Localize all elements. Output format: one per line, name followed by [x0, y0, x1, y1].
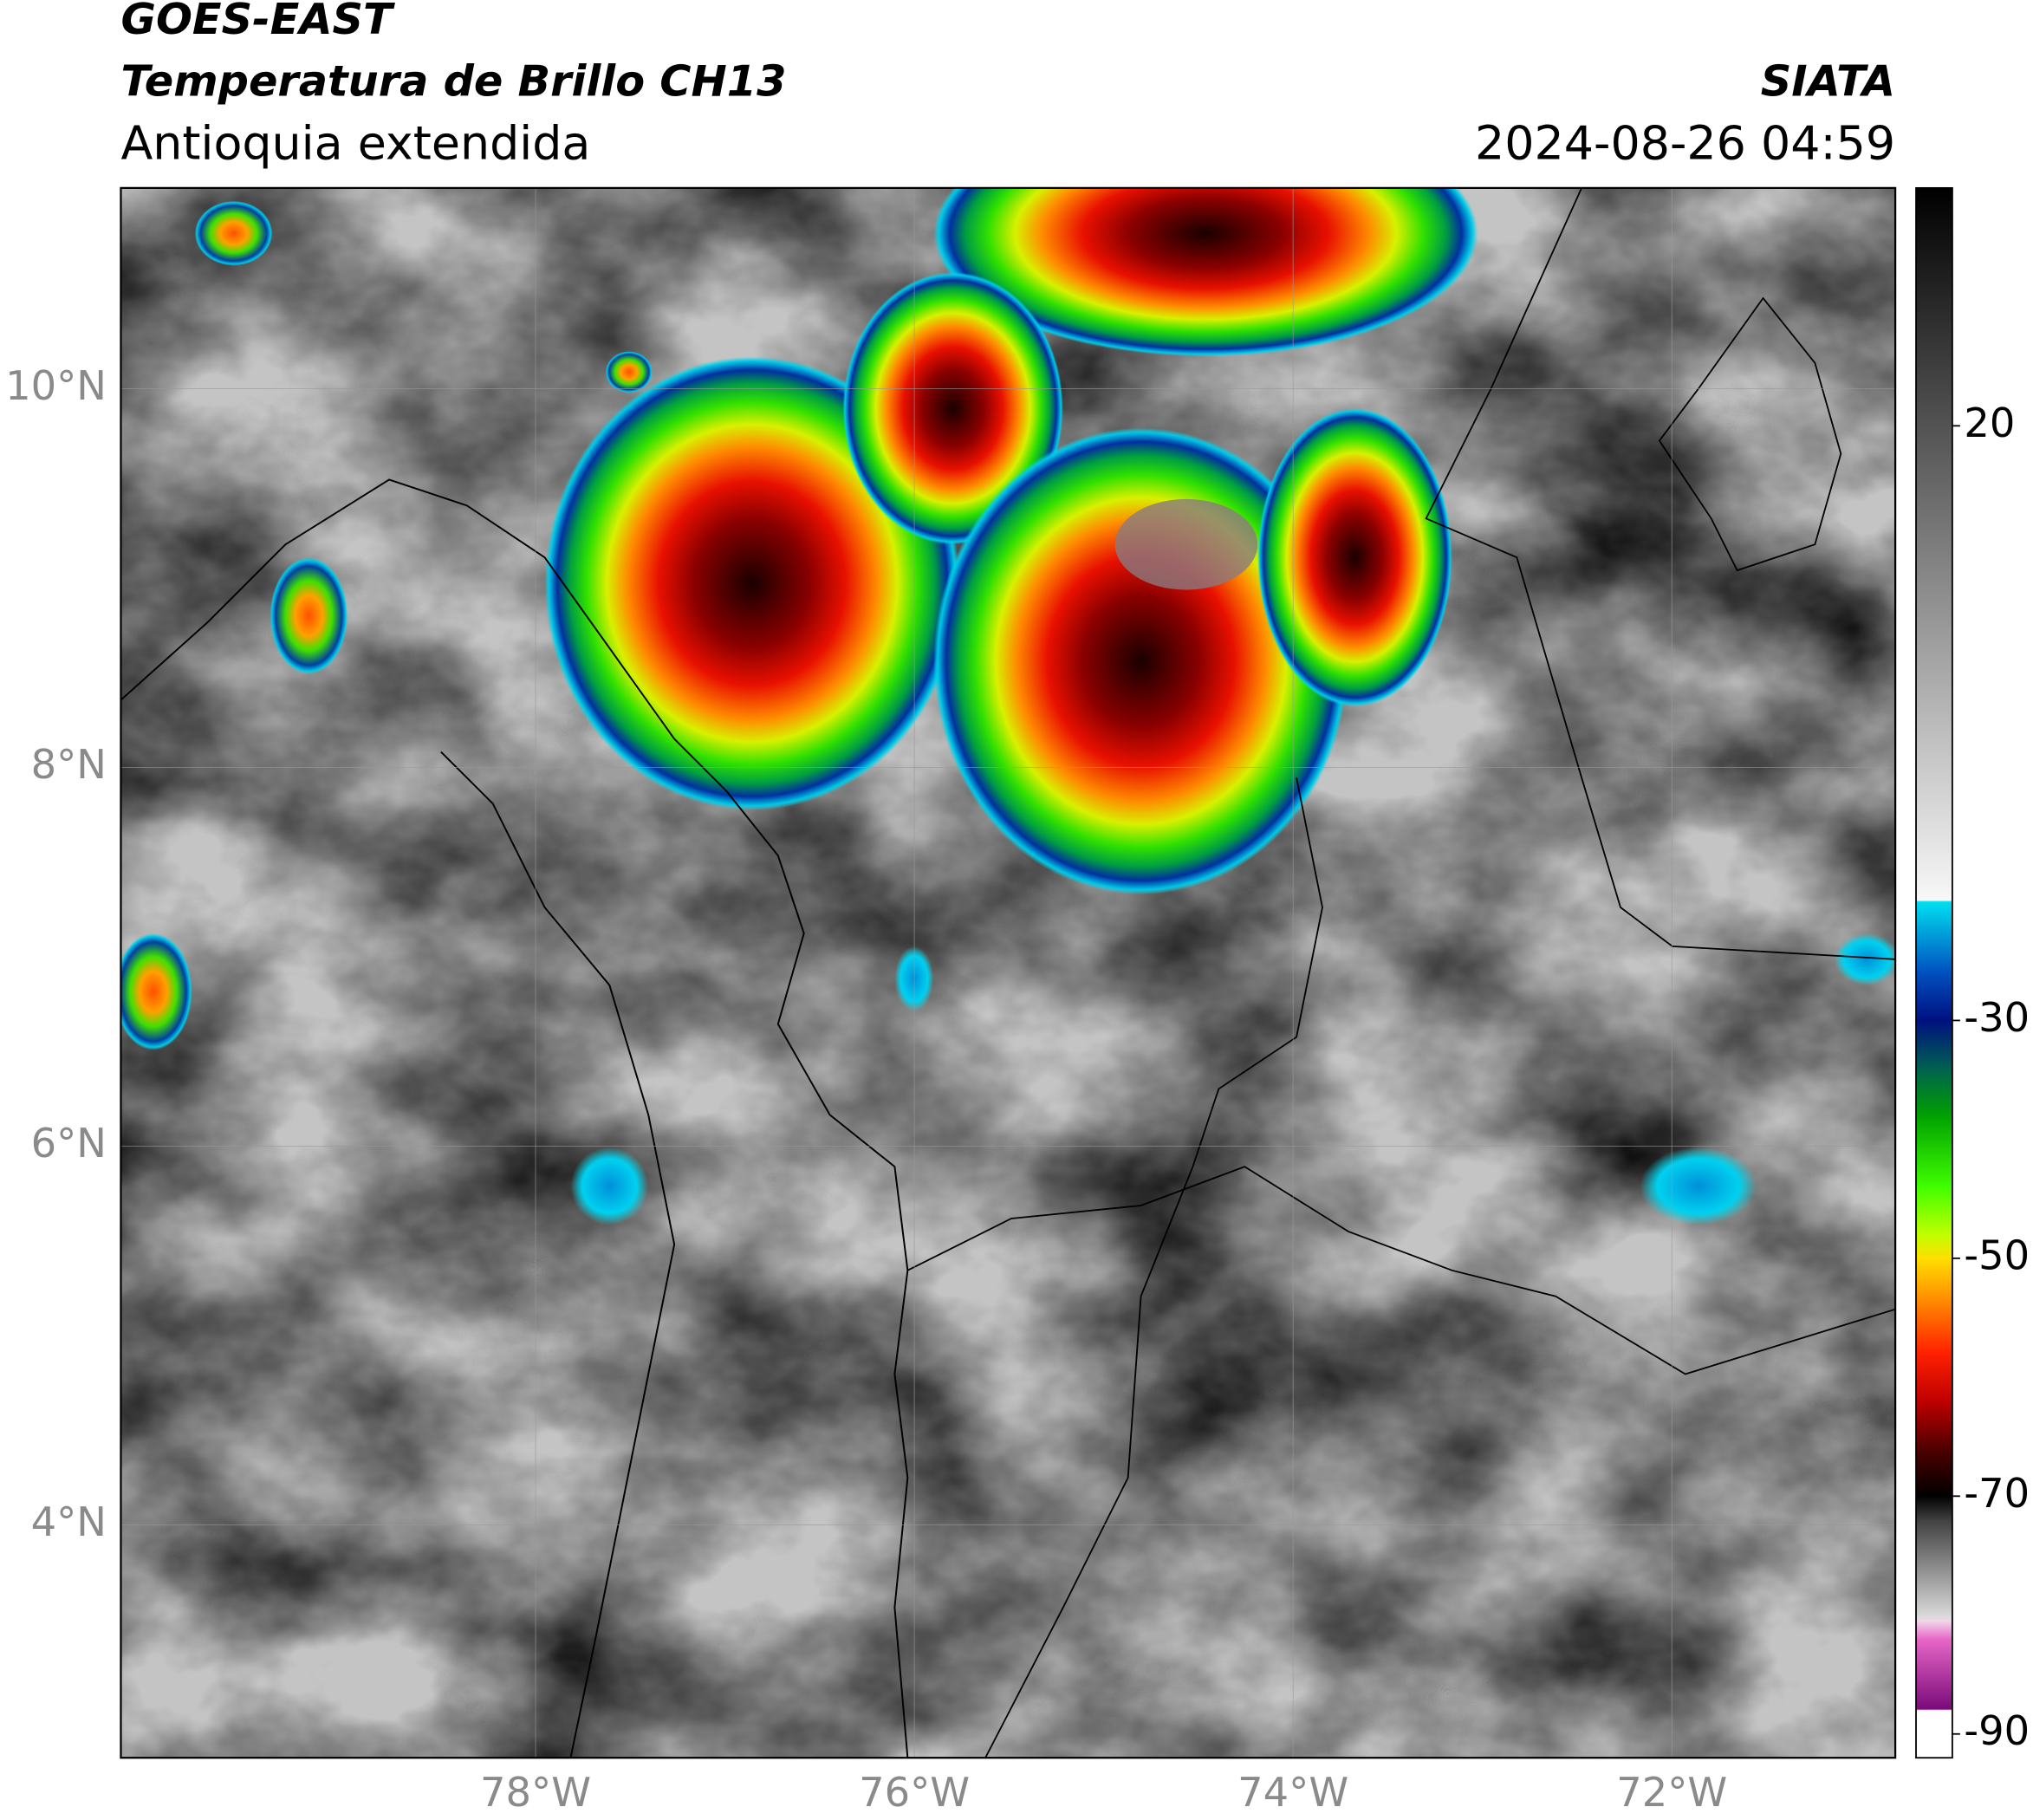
subtitle: Temperatura de Brillo CH13 — [120, 56, 786, 107]
colorbar-segment — [1916, 972, 1952, 1021]
x-tick-label: 78°W — [480, 1769, 591, 1816]
colorbar-segment — [1916, 1615, 1952, 1622]
boundary — [120, 478, 909, 1758]
colorbar-segment — [1916, 1115, 1952, 1187]
colorbar-segment — [1916, 1638, 1952, 1710]
storm-cell — [842, 272, 1063, 545]
map-frame — [120, 186, 1897, 1759]
cold-cloud — [1834, 933, 1896, 985]
overshooting-top — [1114, 498, 1258, 590]
colorbar-segment — [1916, 1620, 1952, 1640]
colorbar-segment — [1916, 1067, 1952, 1116]
colorbar-tick-label: 20 — [1964, 400, 2015, 446]
colorbar-segment — [1916, 1305, 1952, 1355]
x-tick-label: 74°W — [1237, 1769, 1348, 1816]
boundary — [984, 777, 1323, 1758]
boundary — [1425, 187, 1896, 960]
y-tick-label: 10°N — [5, 362, 107, 409]
y-tick-label: 8°N — [31, 741, 107, 788]
region: Antioquia extendida — [120, 116, 590, 171]
colorbar-segment — [1916, 900, 1952, 926]
colorbar-segment — [1916, 1353, 1952, 1401]
coastline — [440, 751, 676, 1758]
x-tick-label: 72°W — [1616, 1769, 1727, 1816]
colorbar-segment — [1916, 1495, 1952, 1521]
colorbar-tick-label: -90 — [1964, 1707, 2030, 1754]
colorbar-segment — [1916, 1708, 1952, 1711]
storm-cell — [120, 933, 192, 1050]
graticule — [120, 187, 1896, 1758]
colorbar-segment — [1916, 1519, 1952, 1615]
colorbar-segment — [1916, 1233, 1952, 1259]
colorbar-tick-label: -50 — [1964, 1232, 2030, 1278]
colorbar-tick-label: -70 — [1964, 1470, 2030, 1517]
storm-cell — [194, 200, 273, 266]
storm-cell — [1257, 408, 1452, 707]
colorbar-frame — [1915, 186, 1953, 1759]
satellite-image — [120, 187, 1896, 1758]
y-tick-label: 4°N — [31, 1498, 107, 1545]
boundary — [906, 1166, 1896, 1375]
cold-cloud — [570, 1147, 649, 1225]
storm-cell — [933, 187, 1478, 357]
colorbar: -90 -70 -50 -30 20 — [1915, 186, 2030, 1759]
title: GOES-EAST — [120, 0, 395, 44]
colorbar-segment — [1916, 1186, 1952, 1235]
coastline — [1658, 296, 1842, 572]
storm-cell — [605, 351, 653, 393]
colorbar-segment — [1916, 1019, 1952, 1069]
colorbar-segment — [1916, 900, 1952, 902]
source: SIATA — [1761, 56, 1895, 107]
colorbar-segment — [1916, 187, 1952, 901]
cold-cloud — [1640, 1147, 1757, 1225]
colorbar-tick-label: -30 — [1964, 994, 2030, 1041]
colorbar-segment — [1916, 1401, 1952, 1449]
x-tick-label: 76°W — [859, 1769, 970, 1816]
colorbar-segment — [1916, 1709, 1952, 1758]
storm-cell — [270, 557, 348, 674]
colorbar-segment — [1916, 1447, 1952, 1497]
datetime: 2024-08-26 04:59 — [1475, 116, 1895, 171]
y-tick-label: 6°N — [31, 1120, 107, 1167]
colorbar-segment — [1916, 1258, 1952, 1307]
colorbar-segment — [1916, 925, 1952, 973]
